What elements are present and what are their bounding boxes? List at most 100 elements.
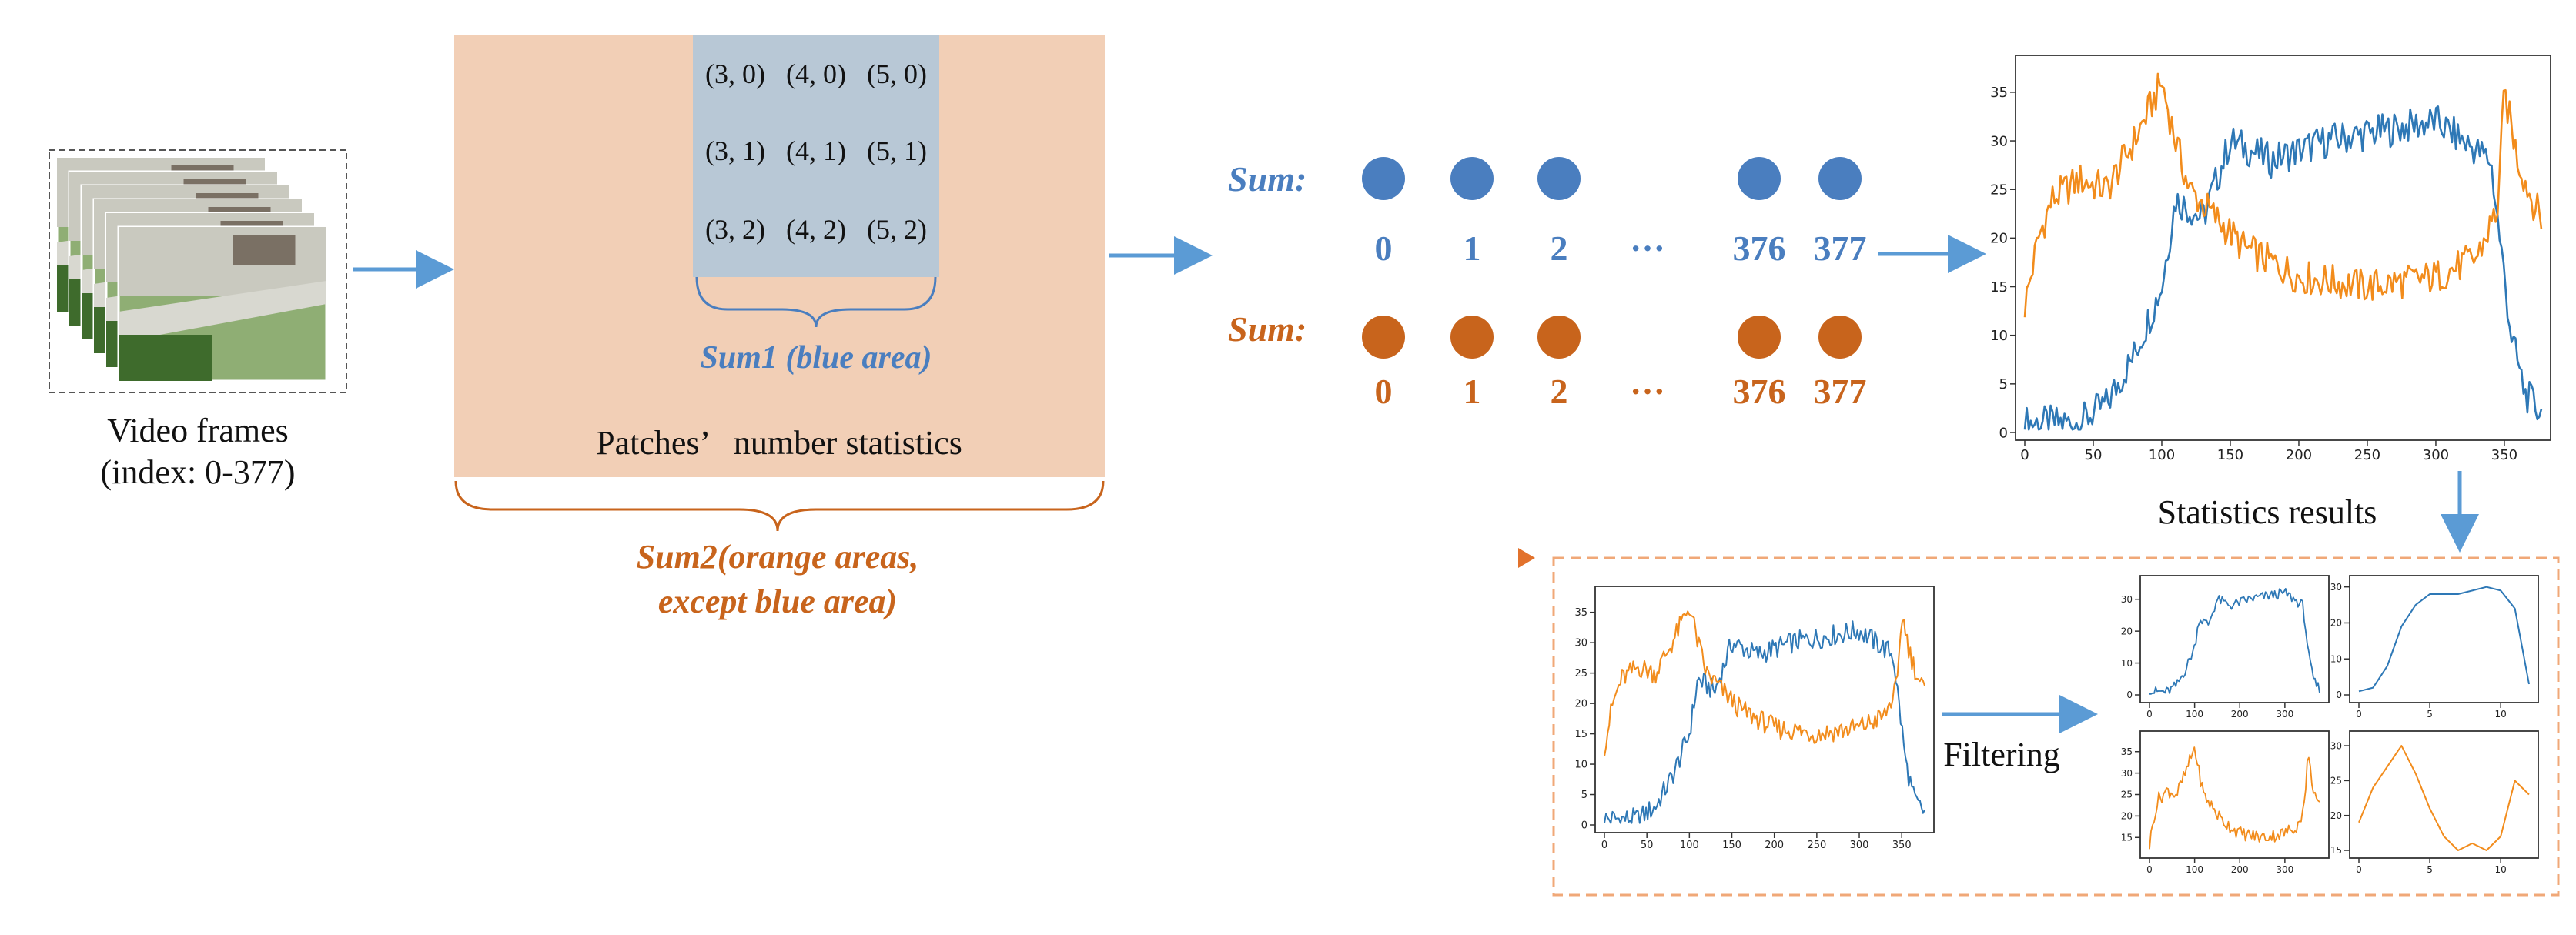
x-tick-label: 300 (2423, 447, 2449, 463)
sum2-brace (454, 480, 1105, 532)
patch-coordinate: (5, 2) (867, 214, 927, 245)
y-tick-label: 30 (2121, 768, 2133, 779)
sum-index-label: 1 (1464, 229, 1481, 268)
x-tick-label: 50 (2085, 447, 2103, 463)
x-tick-label: 100 (2186, 709, 2203, 720)
x-tick-label: 100 (2186, 864, 2203, 875)
statistics-chart: 0 50 100 150 200 250 300 350 0 5 10 15 20 25 30 35 (1990, 55, 2551, 463)
blue-patch-area (693, 35, 939, 277)
x-tick-label: 5 (2427, 709, 2433, 720)
x-tick-label: 300 (2276, 709, 2293, 720)
y-tick-label: 30 (1990, 133, 2008, 149)
orange-series-line (1604, 610, 1925, 756)
y-tick-label: 0 (1581, 820, 1587, 832)
patch-coordinate: (5, 0) (867, 58, 927, 89)
chart-frame (2349, 575, 2539, 703)
x-tick-label: 200 (1765, 840, 1784, 851)
video-frame-thumb (117, 225, 328, 382)
y-tick-label: 10 (1574, 760, 1587, 771)
y-tick-label: 15 (1574, 729, 1587, 740)
x-tick-label: 200 (2231, 864, 2249, 875)
statistics-caption: Statistics results (2158, 493, 2377, 531)
patch-panel: (3, 0) (4, 0) (5, 0) (3, 1) (4, 1) (5, 1) (3, … (454, 35, 1105, 620)
y-tick-label: 25 (2330, 776, 2342, 786)
y-tick-label: 30 (2121, 594, 2133, 605)
y-tick-label: 0 (2126, 690, 2133, 700)
sum-index-label: 376 (1733, 229, 1786, 268)
y-tick-label: 30 (2330, 582, 2342, 593)
sum2-label-line2: except blue area) (658, 583, 897, 620)
orange-series-line (2149, 746, 2320, 850)
x-tick-label: 300 (2276, 864, 2293, 875)
x-tick-label: 200 (2231, 709, 2249, 720)
blue-sum-sequence: 0 1 2 ··· 376 377 (1362, 157, 1867, 268)
patch-coordinate-grid: (3, 0) (4, 0) (5, 0) (3, 1) (4, 1) (5, 1) (3, … (705, 58, 927, 245)
x-tick-label: 100 (2149, 447, 2175, 463)
x-tick-label: 0 (2146, 709, 2153, 720)
x-tick-label: 10 (2495, 864, 2507, 875)
patch-coordinate: (4, 1) (786, 135, 846, 166)
y-tick-label: 35 (1574, 607, 1587, 619)
sum-index-label: 0 (1375, 372, 1393, 411)
y-tick-label: 20 (2121, 626, 2133, 636)
patch-coordinate: (4, 2) (786, 214, 846, 245)
x-tick-label: 10 (2495, 709, 2507, 720)
sum-dot (1362, 316, 1405, 359)
filter-box-pointer (1518, 548, 1535, 568)
orange-filtered-chart: 0 5 10 15 20 25 30 (2330, 730, 2539, 875)
y-tick-label: 35 (1990, 85, 2008, 101)
y-tick-label: 35 (2121, 746, 2133, 757)
y-tick-label: 5 (1581, 790, 1587, 801)
y-tick-label: 20 (1990, 231, 2008, 247)
frame-thumbnails (55, 156, 328, 382)
y-tick-label: 25 (1990, 182, 2008, 199)
blue-filtered-chart: 0 5 10 0 10 20 30 (2330, 575, 2539, 720)
filtering-dashed-box (1552, 556, 2560, 897)
sum-index-label: 0 (1375, 229, 1393, 268)
orange-sum-sequence: 0 1 2 ··· 376 377 (1362, 316, 1867, 411)
sum-dot (1818, 316, 1862, 359)
sum-index-label: 1 (1464, 372, 1481, 411)
sum-index-label: ··· (1630, 229, 1665, 268)
sum-index-label: 376 (1733, 372, 1786, 411)
patches-stats-label: Patches’ number statistics (596, 424, 962, 462)
x-tick-label: 5 (2427, 864, 2433, 875)
sum-dot (1537, 157, 1581, 200)
x-tick-label: 0 (2146, 864, 2153, 875)
sum-dot (1450, 157, 1494, 200)
chart-frame (2139, 575, 2330, 703)
x-tick-label: 250 (1807, 840, 1826, 851)
chart-frame (2015, 55, 2551, 441)
sum-index-label: 377 (1814, 229, 1867, 268)
x-tick-label: 0 (2356, 709, 2362, 720)
y-tick-label: 15 (1990, 279, 2008, 296)
video-caption-line1: Video frames (107, 412, 289, 449)
orange-raw-chart: 0 100 200 300 15 20 25 30 35 (2121, 730, 2330, 875)
x-tick-label: 0 (2020, 447, 2029, 463)
y-tick-label: 0 (1999, 425, 2008, 441)
y-tick-label: 15 (2121, 832, 2133, 843)
y-tick-label: 20 (2330, 618, 2342, 629)
x-tick-label: 150 (2217, 447, 2243, 463)
sum-sequences: Sum: Sum: 0 1 2 ··· 376 377 0 1 2 ··· 376 377 (1228, 157, 1867, 411)
blue-raw-chart: 0 100 200 300 0 10 20 30 (2121, 575, 2330, 720)
sum-dot (1738, 157, 1781, 200)
patch-coordinate: (4, 0) (786, 58, 846, 89)
sum-index-label: 377 (1814, 372, 1867, 411)
blue-series-line (2023, 105, 2543, 431)
y-tick-label: 20 (1574, 699, 1587, 710)
chart-frame (2349, 730, 2539, 859)
y-tick-label: 20 (2330, 810, 2342, 821)
sum1-brace (695, 276, 937, 328)
video-caption-line2: (index: 0-377) (101, 453, 296, 491)
sum-dot (1818, 157, 1862, 200)
patch-coordinate: (3, 1) (705, 135, 765, 166)
y-tick-label: 0 (2336, 690, 2342, 700)
y-tick-label: 10 (2121, 658, 2133, 669)
patch-coordinate: (3, 2) (705, 214, 765, 245)
y-tick-label: 10 (1990, 328, 2008, 344)
x-tick-label: 0 (2356, 864, 2362, 875)
blue-series-line (2358, 586, 2530, 693)
blue-sum-label: Sum: (1228, 159, 1306, 199)
